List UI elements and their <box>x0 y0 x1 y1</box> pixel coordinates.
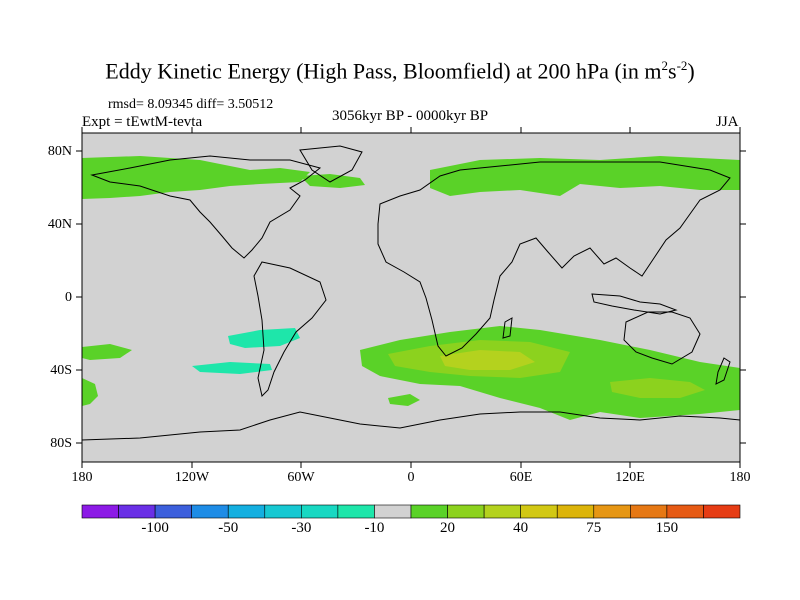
map-field <box>82 133 740 462</box>
axis-ticks <box>76 127 746 468</box>
colorbar-swatch <box>118 504 156 519</box>
lon-label-120e: 120E <box>615 470 645 485</box>
stats-text: rmsd= 8.09345 diff= 3.50512 <box>108 97 274 112</box>
colorbar-swatch <box>483 504 521 519</box>
lat-label-80s: 80S <box>50 436 72 451</box>
colorbar-swatch <box>703 504 741 519</box>
colorbar-label: -30 <box>291 520 312 536</box>
colorbar-swatch <box>593 504 631 519</box>
colorbar-swatch <box>447 504 485 519</box>
colorbar-swatch <box>630 504 668 519</box>
yellow-core-southern-ocean <box>440 350 535 370</box>
cyan-blob-south-pacific-upper <box>228 328 300 348</box>
season-label: JJA <box>716 114 739 130</box>
colorbar-swatch <box>410 504 448 519</box>
yellowgreen-core-indian-ocean <box>610 378 705 398</box>
colorbar-label: 150 <box>655 520 679 536</box>
colorbar <box>81 504 741 519</box>
colorbar-label: -10 <box>364 520 385 536</box>
lat-label-80n: 80N <box>47 144 72 159</box>
colorbar-swatch <box>666 504 704 519</box>
chart-title: Eddy Kinetic Energy (High Pass, Bloomfie… <box>105 58 695 84</box>
lon-label-60w: 60W <box>287 470 315 485</box>
colorbar-swatch <box>337 504 375 519</box>
period-label: 3056kyr BP - 0000kyr BP <box>331 108 489 124</box>
colorbar-label: 40 <box>513 520 529 536</box>
colorbar-label: 75 <box>586 520 602 536</box>
green-band-eurasia <box>430 156 740 196</box>
colorbar-swatch <box>374 504 412 519</box>
colorbar-swatch <box>227 504 266 519</box>
green-band-north-atlantic <box>82 156 310 199</box>
colorbar-swatch <box>154 504 192 519</box>
coastlines <box>82 145 740 441</box>
colorbar-swatch <box>191 504 229 519</box>
coast-greenland <box>299 145 363 183</box>
lat-label-40s: 40S <box>50 363 72 378</box>
colorbar-label: -100 <box>141 520 169 536</box>
coast-antarctica <box>82 411 740 441</box>
coast-south-america <box>253 261 327 397</box>
coast-north-america <box>90 155 322 259</box>
coast-madagascar <box>502 317 513 339</box>
green-blob-south-atlantic <box>388 394 420 406</box>
colorbar-label: -50 <box>218 520 239 536</box>
lon-label-180w: 180 <box>71 470 93 485</box>
cyan-blob-south-pacific-lower <box>192 362 272 374</box>
colorbar-swatch <box>81 504 119 519</box>
colorbar-swatch <box>301 504 339 519</box>
coast-new-zealand <box>715 357 731 385</box>
experiment-label: Expt = tEwtM-tevta <box>82 114 203 130</box>
coast-australia <box>623 311 701 365</box>
lat-label-40n: 40N <box>47 217 72 232</box>
colorbar-swatch <box>264 504 302 519</box>
lat-label-0: 0 <box>65 290 72 305</box>
colorbar-swatch <box>520 504 558 519</box>
lon-label-120w: 120W <box>174 470 210 485</box>
lon-label-180e: 180 <box>729 470 751 485</box>
green-blob-southwest-edge <box>82 378 98 406</box>
lon-label-60e: 60E <box>509 470 533 485</box>
colorbar-swatch <box>556 504 595 519</box>
green-blob-south-pacific-west <box>82 344 132 360</box>
colorbar-label: 20 <box>440 520 456 536</box>
coast-africa-eurasia <box>377 161 731 357</box>
lon-label-0: 0 <box>407 470 415 485</box>
